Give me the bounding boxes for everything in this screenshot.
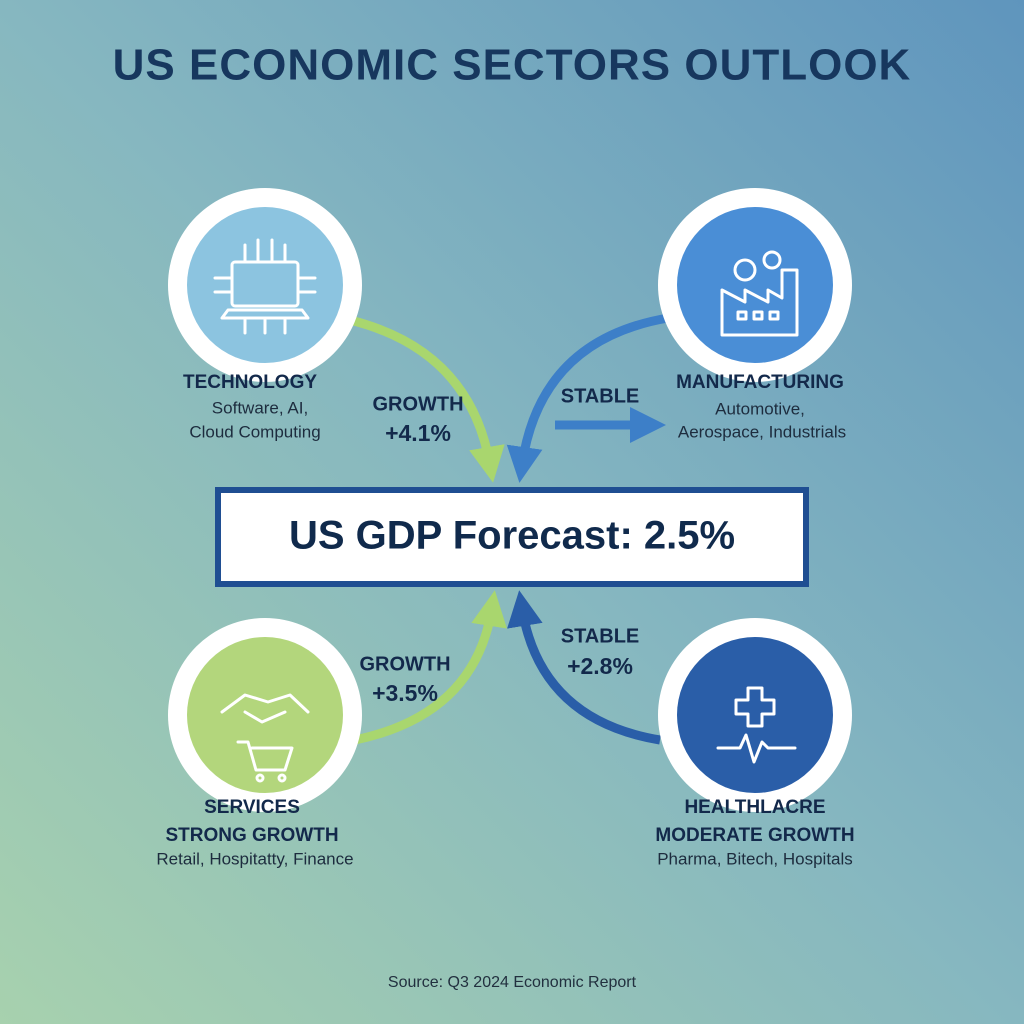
sector-name: HEALTHLACRE — [684, 797, 825, 818]
sector-detail: Retail, Hospitatty, Finance — [156, 849, 353, 868]
sector-name: TECHNOLOGY — [183, 372, 317, 393]
laptop-icon — [213, 238, 317, 335]
sector-detail: Pharma, Bitech, Hospitals — [657, 849, 853, 868]
arrow — [348, 315, 505, 483]
arrow-label: STABLE — [561, 625, 640, 647]
arrow — [354, 590, 507, 745]
source: Source: Q3 2024 Economic Report — [388, 974, 637, 991]
circle — [677, 637, 833, 793]
sector-detail: Aerospace, Industrials — [678, 422, 846, 441]
circle — [187, 207, 343, 363]
sector-outlook: STRONG GROWTH — [165, 825, 338, 846]
factory-icon — [720, 250, 799, 337]
arrow-label: STABLE — [561, 385, 640, 407]
title: US ECONOMIC SECTORS OUTLOOK — [113, 41, 912, 90]
arrow-value: +3.5% — [372, 680, 438, 706]
arrow-value: +2.8% — [567, 653, 633, 679]
arrow — [507, 590, 661, 745]
arrow-value: +4.1% — [385, 420, 451, 446]
handshake-icon — [220, 693, 310, 783]
arrow — [506, 313, 669, 483]
health-icon — [716, 686, 797, 764]
sector-detail: Automotive, — [715, 399, 805, 418]
arrow-label: GROWTH — [359, 653, 450, 675]
sector-detail: Cloud Computing — [189, 422, 320, 441]
gdp-box — [215, 487, 809, 587]
arrow-label: GROWTH — [372, 393, 463, 415]
sector-name: MANUFACTURING — [676, 372, 844, 393]
gdp-forecast: US GDP Forecast: 2.5% — [289, 514, 735, 558]
sector-name: SERVICES — [204, 797, 300, 818]
circle — [677, 207, 833, 363]
circle — [187, 637, 343, 793]
sector-outlook: MODERATE GROWTH — [655, 825, 854, 846]
sector-detail: Software, AI, — [212, 398, 308, 417]
